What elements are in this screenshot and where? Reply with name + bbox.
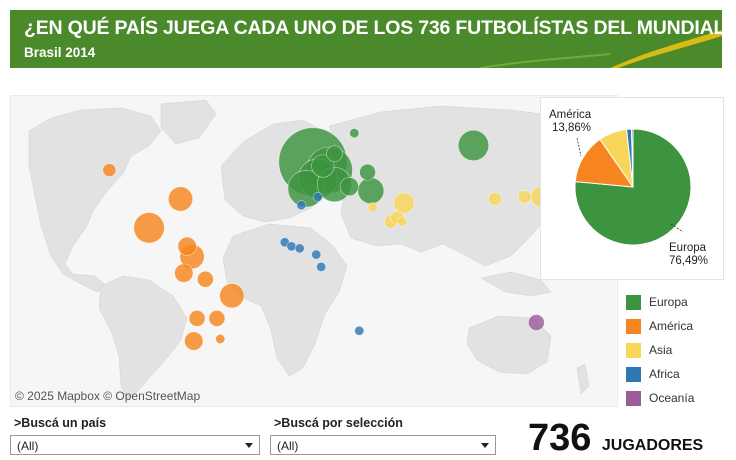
map-bubble-europa[interactable] — [457, 129, 490, 161]
map-bubble-africa[interactable] — [296, 200, 307, 211]
player-count-unit: JUGADORES — [601, 437, 704, 454]
pie-label-america-name: América — [549, 109, 592, 121]
map-bubble-europa[interactable] — [339, 177, 359, 197]
world-map[interactable]: © 2025 Mapbox © OpenStreetMap — [10, 95, 618, 407]
pie-label-america-pct: 13,86% — [552, 122, 592, 134]
legend-label: América — [649, 319, 694, 333]
country-select[interactable]: (All) — [10, 435, 260, 455]
pie-label-europa: Europa 76,49% — [669, 242, 708, 268]
map-bubble-américa[interactable] — [215, 334, 226, 344]
map-bubble-américa[interactable] — [188, 310, 206, 327]
pie-label-europa-pct: 76,49% — [669, 255, 709, 267]
country-filter-label: >Buscá un país — [14, 416, 107, 430]
legend-item-asia[interactable]: Asia — [626, 338, 694, 362]
legend-swatch — [626, 366, 641, 382]
selection-select[interactable]: (All) — [270, 435, 496, 455]
banner-swoosh-decoration — [479, 30, 722, 68]
legend-label: Asia — [649, 343, 673, 357]
map-bubble-asia[interactable] — [488, 192, 502, 206]
legend-item-oceania[interactable]: Oceanía — [626, 386, 694, 410]
legend-label: Africa — [649, 367, 680, 381]
map-bubble-africa[interactable] — [286, 241, 297, 252]
map-bubble-américa[interactable] — [177, 236, 197, 256]
map-bubble-asia[interactable] — [367, 202, 378, 213]
legend-item-america[interactable]: América — [626, 314, 694, 338]
legend-item-europa[interactable]: Europa — [626, 290, 694, 314]
chevron-down-icon[interactable] — [245, 443, 253, 448]
bubble-map[interactable] — [11, 96, 618, 407]
map-bubble-africa[interactable] — [316, 262, 327, 272]
region-pie-panel: América 13,86% Europa 76,49% — [540, 97, 724, 280]
land-north-america — [28, 107, 162, 293]
map-bubble-africa[interactable] — [294, 243, 305, 254]
map-bubble-africa[interactable] — [312, 192, 323, 202]
header-banner: ¿EN QUÉ PAÍS JUEGA CADA UNO DE LOS 736 F… — [10, 10, 722, 68]
legend-swatch — [626, 342, 641, 358]
land-sea-islands — [480, 271, 552, 297]
pie-slice-europa[interactable] — [574, 128, 692, 246]
map-bubble-asia[interactable] — [397, 216, 408, 227]
land-new-zealand — [576, 363, 590, 395]
map-bubble-asia[interactable] — [517, 190, 532, 204]
selection-filter-label: >Buscá por selección — [274, 416, 403, 430]
land-south-america — [98, 275, 188, 401]
legend-swatch — [626, 390, 641, 406]
map-bubble-europa[interactable] — [311, 154, 335, 178]
legend-swatch — [626, 318, 641, 334]
legend-item-africa[interactable]: Africa — [626, 362, 694, 386]
map-bubble-asia[interactable] — [393, 192, 415, 214]
legend-label: Europa — [649, 295, 688, 309]
map-bubble-américa[interactable] — [197, 271, 214, 288]
map-bubble-europa[interactable] — [359, 163, 376, 181]
map-bubble-africa[interactable] — [311, 249, 322, 260]
land-greenland — [160, 99, 217, 145]
selection-select-value: (All) — [277, 439, 299, 453]
map-bubble-américa[interactable] — [168, 186, 193, 212]
map-bubble-américa[interactable] — [184, 331, 204, 351]
country-filter: >Buscá un país (All) — [10, 416, 260, 455]
pie-label-america: América 13,86% — [549, 109, 591, 135]
legend-label: Oceanía — [649, 391, 695, 405]
selection-filter: >Buscá por selección (All) — [270, 416, 496, 455]
player-count-number: 736 — [528, 417, 592, 459]
map-bubble-américa[interactable] — [174, 263, 194, 283]
pie-slice-oceanía[interactable] — [630, 128, 634, 188]
page-title: ¿EN QUÉ PAÍS JUEGA CADA UNO DE LOS 736 F… — [24, 17, 722, 39]
land-australia — [466, 315, 552, 375]
legend-swatch — [626, 294, 641, 310]
map-attribution[interactable]: © 2025 Mapbox © OpenStreetMap — [15, 389, 201, 403]
map-bubble-europa[interactable] — [349, 128, 360, 138]
color-legend: Europa América Asia Africa Oceanía — [626, 290, 694, 410]
player-count: 736 JUGADORES — [528, 417, 703, 460]
pie-label-europa-name: Europa — [669, 242, 707, 254]
page-subtitle: Brasil 2014 — [24, 45, 96, 60]
map-bubble-américa[interactable] — [133, 212, 165, 244]
map-bubble-europa[interactable] — [326, 145, 343, 162]
region-pie-chart[interactable] — [541, 98, 725, 281]
map-bubble-oceanía[interactable] — [528, 314, 545, 331]
map-bubble-europa[interactable] — [357, 177, 385, 205]
map-bubble-africa[interactable] — [354, 325, 365, 336]
map-bubble-américa[interactable] — [208, 310, 226, 327]
chevron-down-icon[interactable] — [481, 443, 489, 448]
country-select-value: (All) — [17, 439, 39, 453]
map-bubble-américa[interactable] — [219, 283, 245, 309]
map-bubble-américa[interactable] — [102, 163, 117, 177]
